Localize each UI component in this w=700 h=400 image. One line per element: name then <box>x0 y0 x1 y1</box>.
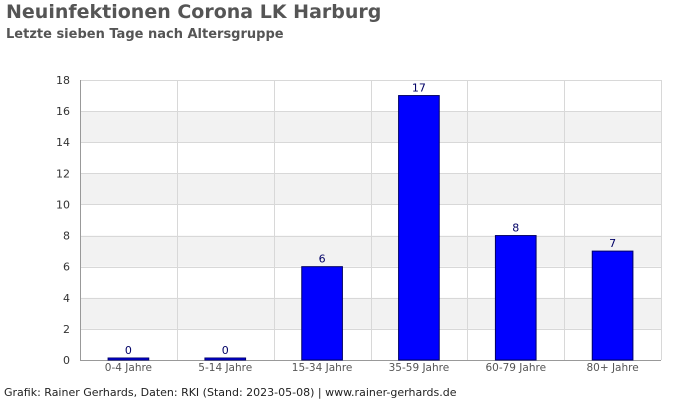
bar <box>107 357 150 361</box>
data-label: 0 <box>222 344 229 357</box>
y-tick-label: 10 <box>56 198 70 211</box>
x-tick-label: 5-14 Jahre <box>198 362 252 374</box>
bar <box>204 357 247 361</box>
y-tick-label: 14 <box>56 136 70 149</box>
y-tick-label: 2 <box>63 323 70 336</box>
data-label: 7 <box>609 237 616 250</box>
data-label: 8 <box>512 222 519 235</box>
y-tick-label: 6 <box>63 261 70 274</box>
x-tick-label: 80+ Jahre <box>586 362 638 374</box>
y-tick-label: 8 <box>63 230 70 243</box>
x-tick-label: 0-4 Jahre <box>105 362 152 374</box>
bar <box>398 95 440 361</box>
y-tick-label: 12 <box>56 167 70 180</box>
chart-subtitle: Letzte sieben Tage nach Altersgruppe <box>6 27 284 42</box>
data-label: 6 <box>319 253 326 266</box>
data-label: 17 <box>412 82 426 95</box>
y-tick-label: 18 <box>56 74 70 87</box>
grid-band <box>80 173 661 205</box>
grid-band <box>80 297 661 329</box>
chart-footer: Grafik: Rainer Gerhards, Daten: RKI (Sta… <box>4 386 457 399</box>
grid-band <box>80 235 661 267</box>
y-tick-label: 0 <box>63 354 70 367</box>
chart-title: Neuinfektionen Corona LK Harburg <box>6 1 382 23</box>
bar <box>591 250 634 361</box>
y-tick-label: 4 <box>63 292 70 305</box>
grid-band <box>80 111 661 143</box>
bar <box>494 235 537 361</box>
bar <box>301 266 343 361</box>
x-tick-label: 15-34 Jahre <box>292 362 353 374</box>
data-label: 0 <box>125 344 132 357</box>
x-tick-label: 35-59 Jahre <box>389 362 450 374</box>
x-tick-label: 60-79 Jahre <box>485 362 546 374</box>
y-tick-label: 16 <box>56 105 70 118</box>
